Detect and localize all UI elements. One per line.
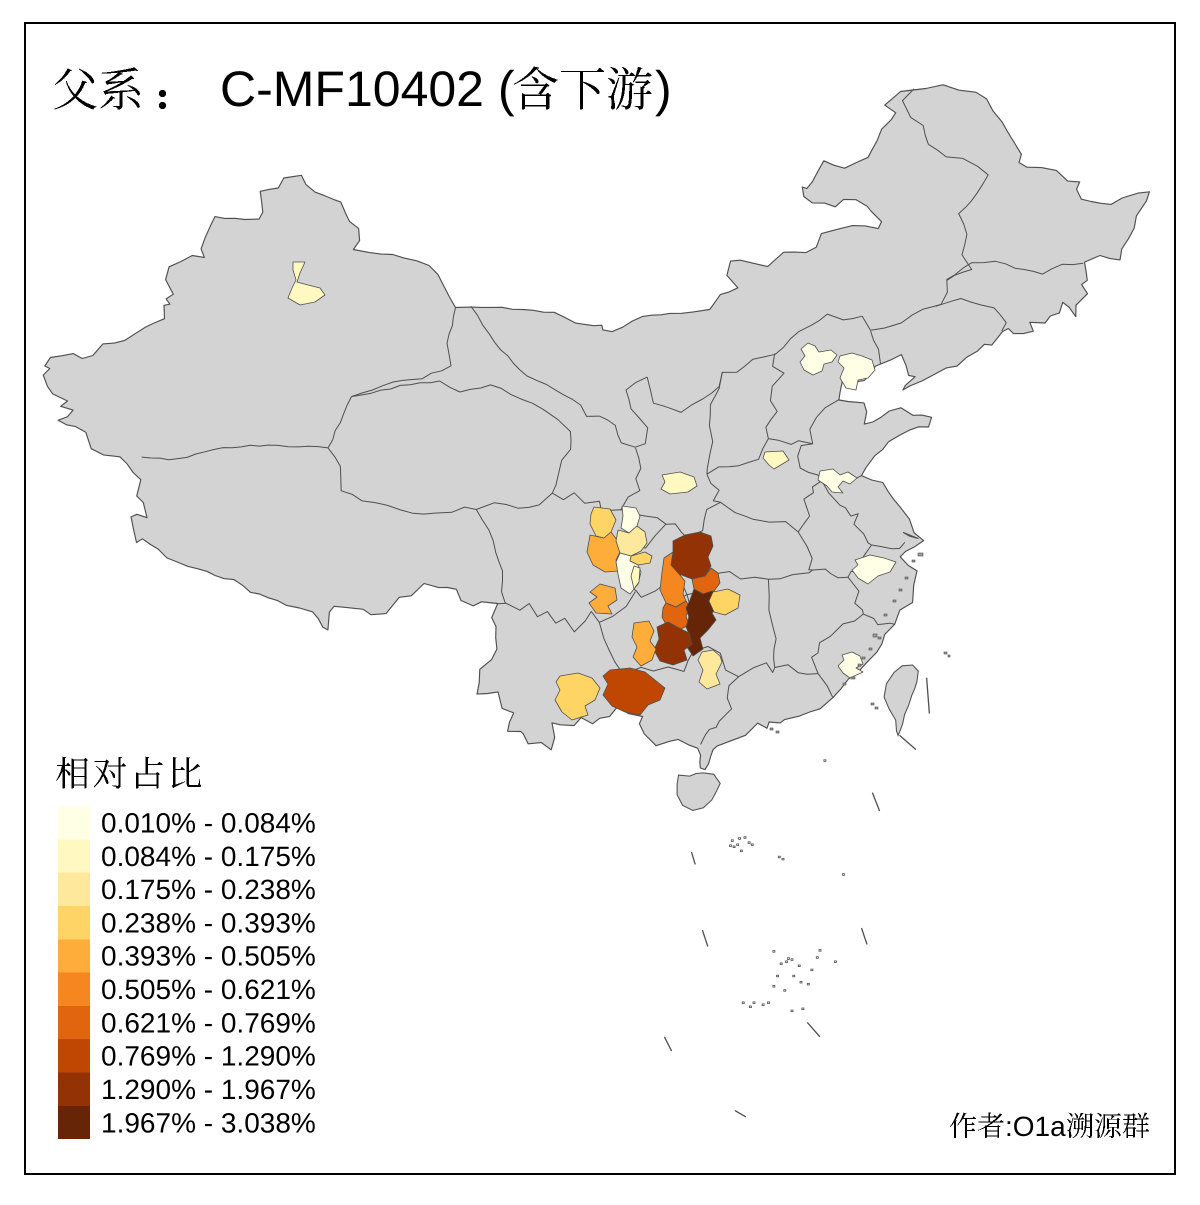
svg-text:0.621% - 0.769%: 0.621% - 0.769% [101, 1007, 316, 1038]
svg-text:0.505% - 0.621%: 0.505% - 0.621% [101, 974, 316, 1005]
svg-text:1.967% - 3.038%: 1.967% - 3.038% [101, 1107, 316, 1138]
svg-text:): ) [655, 61, 672, 117]
svg-text::O1a: :O1a [1005, 1111, 1066, 1142]
svg-text:0.393% - 0.505%: 0.393% - 0.505% [101, 941, 316, 972]
svg-text:0.175% - 0.238%: 0.175% - 0.238% [101, 874, 316, 905]
svg-text:C-MF10402 (: C-MF10402 ( [220, 61, 515, 117]
svg-text:0.238% - 0.393%: 0.238% - 0.393% [101, 907, 316, 938]
svg-text:0.084% - 0.175%: 0.084% - 0.175% [101, 841, 316, 872]
svg-text:0.010% - 0.084%: 0.010% - 0.084% [101, 808, 316, 839]
svg-text:1.290% - 1.967%: 1.290% - 1.967% [101, 1074, 316, 1105]
svg-text:0.769% - 1.290%: 0.769% - 1.290% [101, 1041, 316, 1072]
